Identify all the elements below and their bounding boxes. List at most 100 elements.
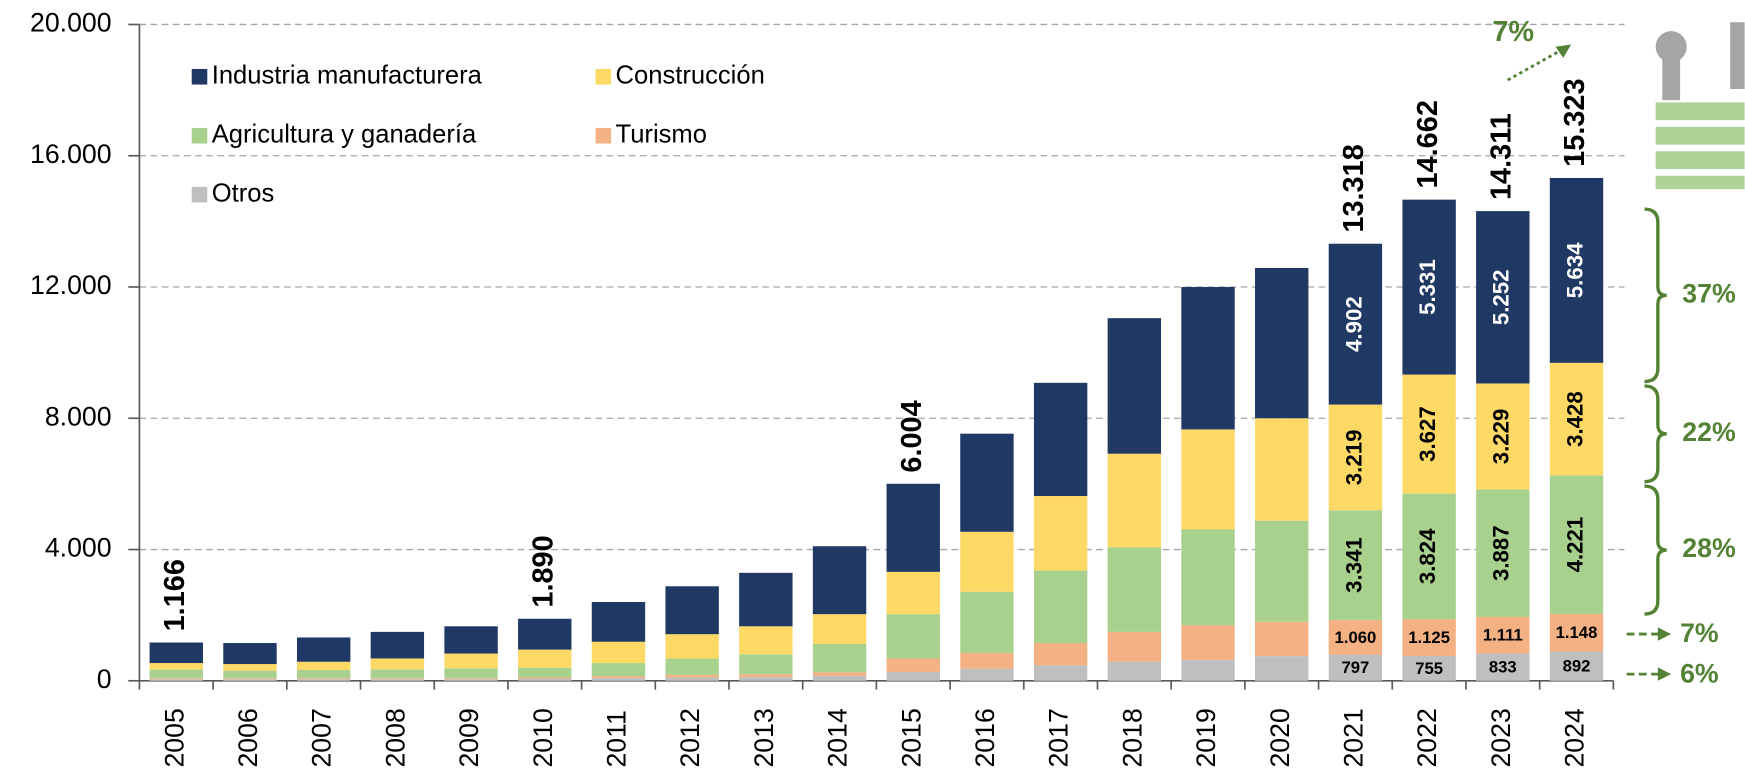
bar-segment (1181, 429, 1235, 530)
total-label: 1.890 (527, 535, 559, 607)
legend-swatch (595, 68, 612, 85)
bar-segment (1549, 613, 1604, 652)
x-tick-label: 2009 (454, 708, 484, 767)
bar-segment (812, 672, 867, 676)
bar-segment (812, 546, 867, 615)
bar-segment (1033, 570, 1088, 644)
bar-segment (886, 671, 940, 681)
bar-segment (665, 586, 719, 635)
legend-label: Construcción (616, 62, 765, 90)
bar-segment (1255, 656, 1309, 681)
value-label: 3.341 (1341, 537, 1366, 593)
bar-segment (518, 649, 572, 668)
bar-segment (223, 643, 277, 665)
bar-segment (296, 678, 351, 680)
bar-segment (1181, 659, 1235, 681)
total-label: 14.662 (1412, 100, 1444, 188)
x-tick-label: 2014 (823, 708, 853, 768)
x-tick-label: 2008 (380, 708, 410, 767)
bar-segment (960, 652, 1014, 669)
bar-segment (591, 641, 646, 664)
bar-segment (1033, 382, 1088, 497)
bar-segment (149, 678, 203, 680)
bar-segment (1402, 493, 1456, 620)
annotation-arrowhead (1657, 667, 1672, 681)
bar-segment (1181, 286, 1235, 430)
total-label: 1.166 (159, 559, 191, 631)
annotation: 28% (1682, 533, 1736, 563)
bar-segment (223, 679, 277, 681)
x-tick-label: 2020 (1265, 708, 1295, 767)
bar-segment (665, 677, 719, 681)
value-label: 1.148 (1556, 623, 1598, 642)
bar-segment (1107, 661, 1162, 681)
bar-segment (1549, 651, 1604, 681)
bar-segment (518, 678, 572, 681)
bar-segment (739, 572, 793, 627)
bar-segment (1549, 362, 1604, 476)
y-tick-label: 8.000 (45, 401, 112, 431)
x-tick-label: 2015 (896, 708, 926, 767)
bar-segment (1476, 653, 1530, 681)
bar-segment (149, 642, 203, 664)
legend-label: Otros (212, 179, 275, 207)
bar-segment (1255, 267, 1309, 419)
legend-label: Turismo (616, 120, 707, 148)
bar-segment (812, 675, 867, 681)
annotation: 6% (1680, 658, 1719, 688)
bar-segment (591, 676, 646, 679)
y-tick-label: 16.000 (30, 139, 112, 169)
value-label: 892 (1563, 657, 1591, 676)
bar-segment (370, 679, 425, 681)
x-tick-label: 2017 (1044, 708, 1074, 767)
bar-segment (591, 602, 646, 642)
annotation: 7% (1680, 618, 1719, 648)
legend-swatch (595, 127, 612, 144)
bar-segment (960, 531, 1014, 592)
bar-segment (739, 674, 793, 678)
bar-segment (370, 631, 425, 659)
value-label: 5.331 (1415, 259, 1440, 315)
total-label: 13.318 (1338, 144, 1370, 232)
bar-segment (1107, 318, 1162, 454)
bar-segment (296, 669, 351, 679)
bar-segment (518, 677, 572, 679)
bar-segment (223, 670, 277, 679)
value-label: 5.252 (1489, 269, 1514, 325)
value-label: 3.219 (1341, 430, 1366, 486)
bar-segment (739, 654, 793, 675)
x-tick-label: 2006 (233, 708, 263, 767)
bar-segment (1033, 496, 1088, 571)
bar-segment (370, 658, 425, 670)
x-tick-label: 2011 (602, 710, 632, 767)
bracket (1644, 384, 1667, 484)
bar-segment (1402, 656, 1456, 681)
value-label: 4.902 (1341, 296, 1366, 352)
bar-segment (1033, 643, 1088, 666)
y-tick-label: 0 (97, 664, 112, 694)
bar-segment (812, 644, 867, 673)
bar-segment (1181, 625, 1235, 660)
legend-swatch (191, 127, 208, 144)
value-label: 755 (1415, 659, 1443, 678)
value-label: 3.428 (1562, 391, 1587, 447)
value-label: 833 (1489, 658, 1517, 677)
bar-segment (1476, 383, 1530, 490)
annotation-arrowhead (1555, 44, 1572, 58)
value-label: 4.221 (1562, 517, 1587, 573)
legend-swatch (191, 186, 208, 203)
value-label: 3.627 (1415, 406, 1440, 462)
bracket (1644, 207, 1667, 384)
annotation-arrow (1506, 47, 1564, 82)
bar-segment (296, 661, 351, 670)
x-tick-label: 2007 (307, 708, 337, 767)
bar-segment (444, 679, 498, 681)
bar-segment (665, 634, 719, 659)
x-tick-label: 2023 (1486, 708, 1516, 767)
bar-segment (1402, 619, 1456, 657)
bar-segment (1476, 211, 1530, 384)
x-tick-label: 2013 (749, 708, 779, 767)
total-label: 15.323 (1559, 78, 1591, 166)
value-label: 3.824 (1415, 528, 1440, 584)
